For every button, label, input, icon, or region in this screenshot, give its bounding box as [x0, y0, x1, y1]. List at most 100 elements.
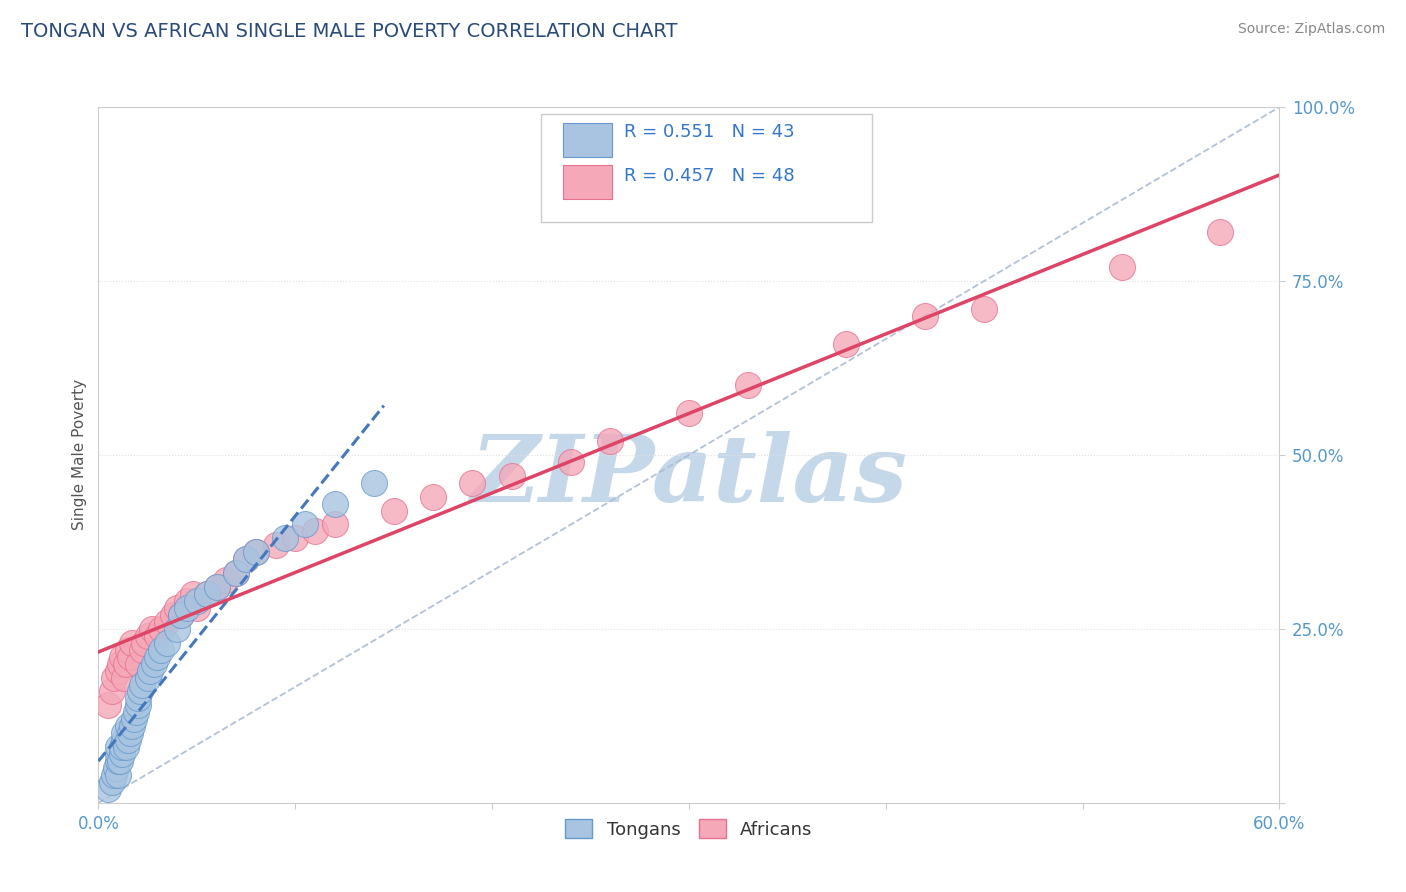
Text: Source: ZipAtlas.com: Source: ZipAtlas.com: [1237, 22, 1385, 37]
FancyBboxPatch shape: [562, 165, 612, 199]
Point: [117, 719, 139, 733]
Point: [737, 378, 759, 392]
Point: [835, 336, 858, 351]
Point: [284, 532, 307, 546]
Point: [150, 642, 173, 657]
Point: [112, 733, 135, 747]
Point: [107, 747, 129, 761]
Point: [323, 497, 346, 511]
Point: [97, 698, 120, 713]
Point: [225, 566, 247, 581]
Point: [245, 545, 267, 559]
Point: [107, 768, 129, 782]
Text: TONGAN VS AFRICAN SINGLE MALE POVERTY CORRELATION CHART: TONGAN VS AFRICAN SINGLE MALE POVERTY CO…: [21, 22, 678, 41]
Point: [245, 545, 267, 559]
Point: [156, 615, 179, 629]
Y-axis label: Single Male Poverty: Single Male Poverty: [72, 379, 87, 531]
Point: [121, 636, 143, 650]
Point: [501, 468, 523, 483]
FancyBboxPatch shape: [562, 123, 612, 157]
Point: [235, 552, 257, 566]
FancyBboxPatch shape: [541, 114, 872, 222]
Point: [294, 517, 316, 532]
Point: [599, 434, 621, 448]
Point: [142, 657, 165, 671]
Point: [132, 636, 155, 650]
Point: [107, 754, 129, 768]
Point: [118, 726, 141, 740]
Point: [107, 664, 129, 678]
Point: [181, 587, 204, 601]
Point: [122, 712, 145, 726]
Point: [107, 740, 129, 755]
Point: [136, 629, 159, 643]
Point: [176, 601, 198, 615]
Point: [363, 475, 385, 490]
Point: [422, 490, 444, 504]
Point: [131, 677, 153, 691]
Point: [138, 664, 160, 678]
Point: [560, 455, 582, 469]
Point: [101, 775, 124, 789]
Point: [131, 642, 153, 657]
Point: [170, 607, 193, 622]
Point: [166, 622, 188, 636]
Text: R = 0.551   N = 43: R = 0.551 N = 43: [624, 123, 794, 141]
Point: [215, 573, 238, 587]
Point: [146, 649, 169, 664]
Point: [115, 657, 138, 671]
Point: [111, 740, 134, 755]
Point: [103, 768, 125, 782]
Legend: Tongans, Africans: Tongans, Africans: [558, 812, 820, 846]
Point: [166, 601, 188, 615]
Point: [195, 587, 218, 601]
Point: [108, 657, 131, 671]
Point: [678, 406, 700, 420]
Point: [205, 580, 228, 594]
Point: [186, 594, 208, 608]
Point: [162, 607, 184, 622]
Point: [914, 309, 936, 323]
Point: [118, 649, 141, 664]
Point: [115, 740, 138, 755]
Point: [105, 761, 128, 775]
Point: [97, 781, 120, 796]
Point: [103, 671, 125, 685]
Point: [121, 719, 143, 733]
Point: [141, 622, 163, 636]
Point: [176, 594, 198, 608]
Point: [225, 566, 247, 581]
Point: [150, 622, 173, 636]
Point: [127, 657, 149, 671]
Point: [112, 671, 135, 685]
Point: [117, 733, 139, 747]
Point: [235, 552, 257, 566]
Point: [264, 538, 287, 552]
Point: [146, 629, 169, 643]
Point: [195, 587, 218, 601]
Point: [205, 580, 228, 594]
Point: [117, 642, 139, 657]
Point: [111, 747, 134, 761]
Point: [156, 636, 179, 650]
Point: [127, 691, 149, 706]
Point: [112, 726, 135, 740]
Point: [1209, 225, 1232, 239]
Point: [101, 684, 124, 698]
Point: [128, 684, 150, 698]
Point: [323, 517, 346, 532]
Point: [186, 601, 208, 615]
Point: [170, 607, 193, 622]
Point: [127, 698, 149, 713]
Point: [1111, 260, 1133, 274]
Point: [274, 532, 297, 546]
Point: [973, 301, 995, 316]
Point: [461, 475, 484, 490]
Point: [382, 503, 405, 517]
Point: [108, 754, 131, 768]
Point: [304, 524, 326, 539]
Point: [136, 671, 159, 685]
Text: ZIPatlas: ZIPatlas: [471, 431, 907, 521]
Point: [111, 649, 134, 664]
Text: R = 0.457   N = 48: R = 0.457 N = 48: [624, 168, 794, 186]
